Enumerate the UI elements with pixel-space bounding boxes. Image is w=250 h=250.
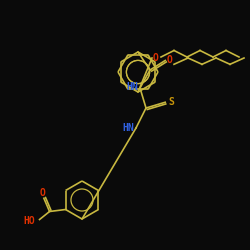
Text: O: O — [40, 188, 46, 198]
Text: S: S — [168, 97, 174, 107]
Text: O: O — [153, 53, 159, 63]
Text: HN: HN — [126, 82, 138, 92]
Text: O: O — [167, 55, 173, 65]
Text: HO: HO — [24, 216, 36, 226]
Text: HN: HN — [122, 123, 134, 133]
